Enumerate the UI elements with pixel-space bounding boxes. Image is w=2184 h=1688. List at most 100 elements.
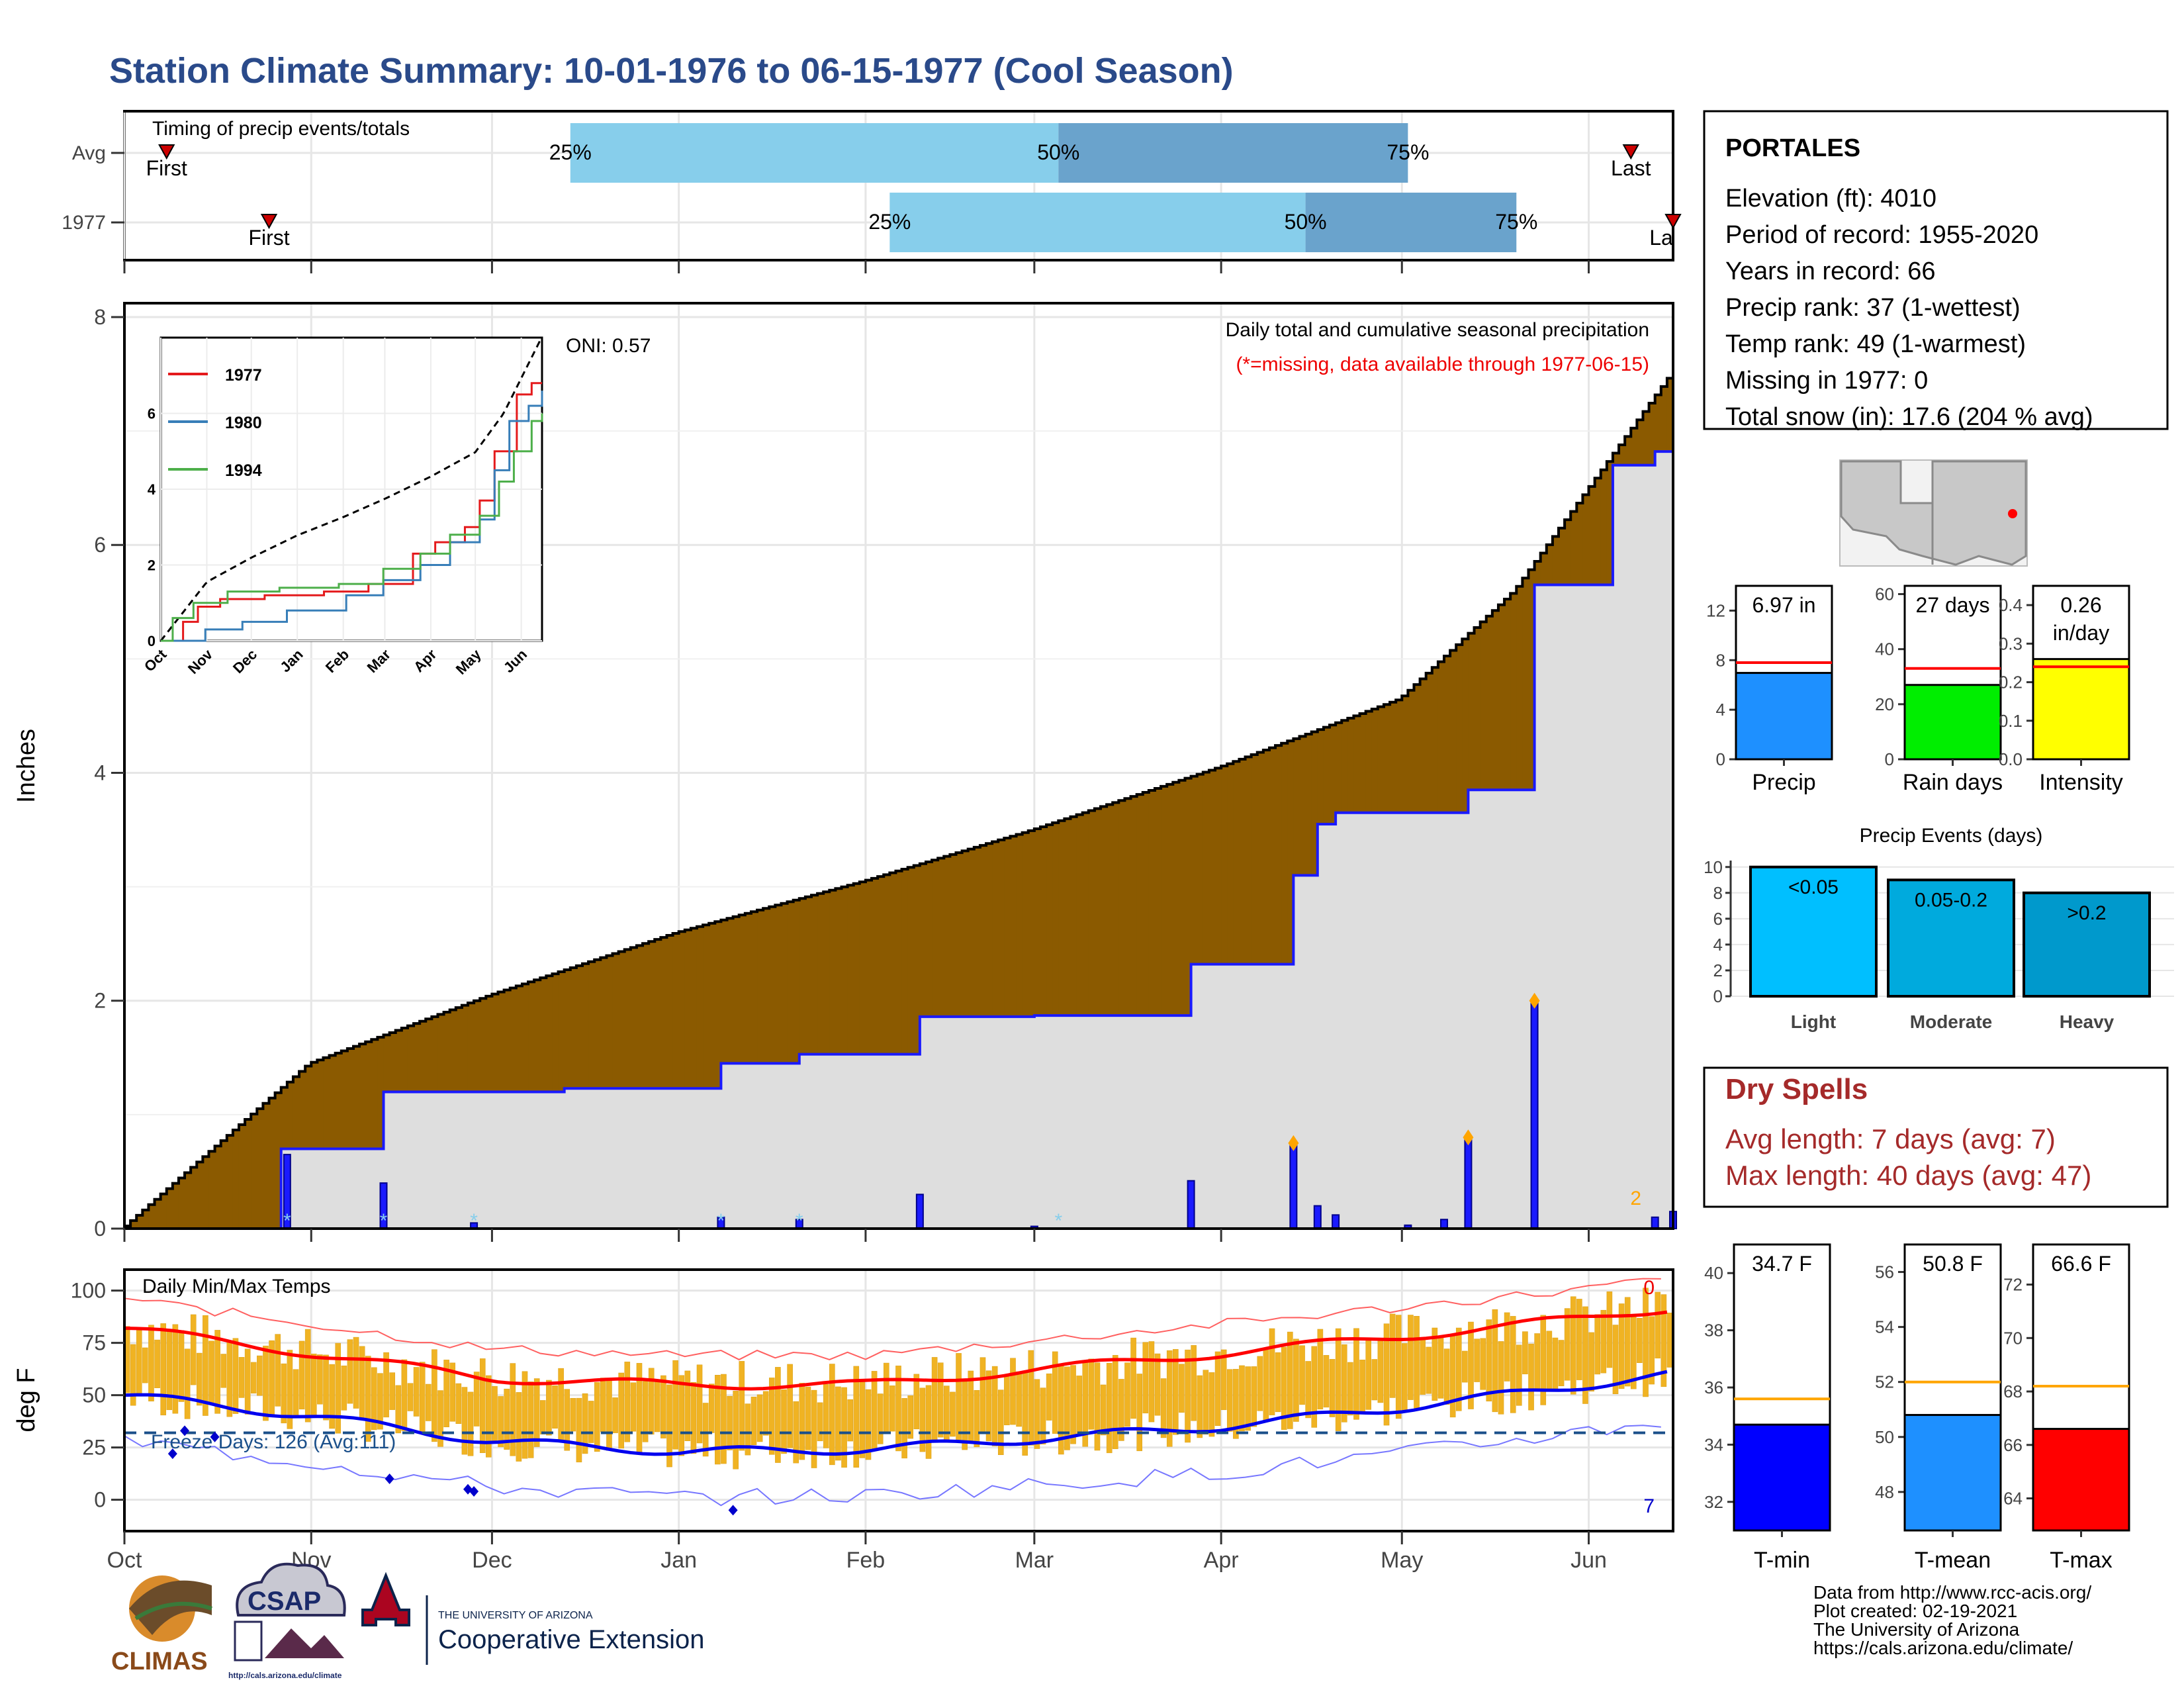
deficit-band [1516, 586, 1523, 790]
y-tick-label: 36 [1704, 1378, 1723, 1397]
daily-temp-range-bar [1582, 1306, 1588, 1404]
daily-temp-range-bar [1046, 1373, 1052, 1421]
deficit-band [1619, 444, 1625, 465]
summary-bar-panel: 0.0 0.1 0.2 0.3 0.4 0.26 in/day Intensity [1999, 585, 2130, 795]
y-tick-label: 0.2 [1999, 673, 2023, 692]
deficit-band [1612, 453, 1619, 465]
daily-temp-range-bar [1480, 1338, 1486, 1390]
daily-precip-bar [1187, 1180, 1195, 1230]
summary-bar-label: T-min [1754, 1548, 1810, 1573]
daily-precip-bar [1332, 1214, 1340, 1230]
deficit-band [1462, 639, 1469, 813]
daily-temp-range-bar [745, 1403, 751, 1456]
temp-y-label: deg F [13, 1368, 40, 1432]
dry-spells-frame [1703, 1066, 2169, 1208]
deficit-band [1101, 806, 1107, 1016]
inset-legend-1977: 1977 [225, 366, 262, 385]
deficit-band [245, 1119, 251, 1229]
deficit-band [660, 937, 668, 1089]
deficit-band [678, 931, 686, 1089]
daily-temp-range-bar [1643, 1288, 1649, 1397]
deficit-band [1546, 544, 1553, 585]
daily-temp-range-bar [768, 1378, 775, 1455]
deficit-band [377, 1037, 385, 1149]
daily-temp-range-bar [1347, 1362, 1353, 1416]
deficit-band [829, 890, 836, 1055]
deficit-band [516, 986, 523, 1092]
y-tick-label: 52 [1875, 1372, 1894, 1392]
precip-cumulative-areas [123, 377, 1674, 1230]
daily-temp-range-bar [672, 1360, 678, 1450]
daily-temp-range-bar [708, 1383, 715, 1433]
first-event-label: First [248, 226, 289, 250]
x-tick-label: Mar [1015, 1548, 1054, 1573]
summary-bar-panel: 32 34 36 38 40 34.7 F T-min [1704, 1243, 1831, 1573]
record-low-marker [210, 1431, 220, 1442]
daily-temp-range-bar [1191, 1345, 1197, 1421]
deficit-band [1510, 593, 1517, 790]
deficit-band [455, 1008, 463, 1092]
daily-temp-range-bar [702, 1403, 709, 1457]
deficit-band [1582, 494, 1590, 585]
summary-bar [1735, 672, 1833, 761]
deficit-band [968, 849, 975, 1017]
first-event-marker [158, 144, 175, 160]
deficit-band [1552, 536, 1559, 585]
deficit-band [534, 980, 541, 1092]
precip-panel-frame [123, 302, 1674, 1230]
deficit-band [1064, 818, 1071, 1016]
temp-panel-frame [123, 1268, 1674, 1532]
deficit-band [389, 1032, 396, 1092]
daily-temp-range-bar [985, 1370, 992, 1442]
daily-temp-range-bar [678, 1375, 685, 1456]
inset-y-tick-label: 4 [148, 481, 156, 498]
daily-temp-range-bar [208, 1340, 214, 1403]
x-tick-label: Apr [1204, 1548, 1239, 1573]
record-low-marker [728, 1505, 738, 1516]
deficit-band [1088, 810, 1095, 1016]
daily-temp-range-bar [1197, 1375, 1203, 1438]
deficit-band [220, 1141, 228, 1229]
deficit-band [1637, 420, 1644, 465]
daily-temp-range-bar [395, 1385, 402, 1434]
daily-temp-range-bar [504, 1388, 510, 1450]
summary-bar-label: Precip [1752, 770, 1815, 795]
csap-logo: CSAP http://cals.arizona.edu/climate [228, 1562, 346, 1680]
daily-temp-range-bar [1106, 1363, 1113, 1454]
daily-temp-range-bar [1588, 1332, 1594, 1391]
y-tick-label: 32 [1704, 1492, 1723, 1512]
daily-temp-range-bar [715, 1375, 721, 1465]
daily-temp-range-bar [1118, 1379, 1124, 1441]
daily-temp-range-bar [1034, 1379, 1040, 1449]
deficit-band [275, 1092, 282, 1229]
summary-bar [1733, 1423, 1831, 1532]
summary-bar-panel: 48 50 52 54 56 50.8 F T-mean [1875, 1243, 2002, 1573]
deficit-band [1353, 716, 1361, 813]
deficit-band [1342, 720, 1348, 813]
deficit-band [238, 1125, 246, 1229]
deficit-band [401, 1028, 408, 1092]
y-tick-label: 8 [1716, 650, 1725, 670]
y-tick-label: 20 [1875, 694, 1894, 714]
deficit-band [1365, 711, 1373, 813]
daily-temp-range-bar [455, 1383, 462, 1424]
deficit-band [486, 996, 493, 1092]
y-tick-label: 72 [2003, 1275, 2023, 1295]
daily-temp-range-bar [871, 1371, 878, 1450]
summary-bar-label: Rain days [1903, 770, 2003, 795]
deficit-band [420, 1021, 426, 1092]
deficit-band [347, 1049, 354, 1149]
daily-temp-range-bar [552, 1385, 558, 1429]
y-tick-label: 75 [82, 1331, 106, 1355]
daily-temp-range-bar [1624, 1297, 1631, 1387]
daily-temp-range-bar [1552, 1337, 1559, 1390]
deficit-band [130, 1220, 137, 1229]
daily-temp-range-bar [823, 1384, 829, 1448]
last-event-marker [1664, 214, 1682, 230]
daily-temp-range-bar [1443, 1348, 1450, 1405]
deficit-band [335, 1053, 342, 1149]
daily-precip-bar [915, 1194, 924, 1229]
daily-precip-bar [1530, 1000, 1539, 1230]
deficit-band [992, 841, 999, 1017]
summary-bar [1903, 1414, 2002, 1532]
